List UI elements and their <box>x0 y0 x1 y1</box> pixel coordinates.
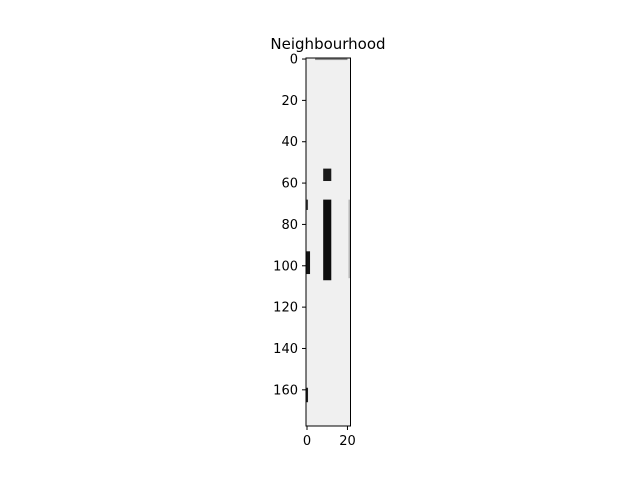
heatmap-image <box>306 58 351 426</box>
heatmap-region-6 <box>348 199 351 279</box>
x-tick-label: 0 <box>303 434 311 449</box>
heatmap-region-5 <box>306 387 309 403</box>
heatmap-region-3 <box>306 199 309 210</box>
y-tick-label: 40 <box>281 135 298 150</box>
y-tick-label: 140 <box>273 342 298 357</box>
y-tick-label: 120 <box>273 301 298 316</box>
y-axis: 0 20 40 60 80 100 120 140 160 <box>273 53 306 398</box>
heatmap-region-2 <box>323 199 332 281</box>
heatmap-region-1 <box>323 168 332 182</box>
axes-frame <box>305 57 351 427</box>
y-tick-label: 100 <box>273 259 298 274</box>
y-tick-label: 20 <box>281 94 298 109</box>
y-tick-label: 0 <box>290 53 298 68</box>
x-axis: 0 20 <box>303 426 356 449</box>
y-tick-label: 160 <box>273 383 298 398</box>
chart-title: Neighbourhood <box>270 35 385 53</box>
y-tick-label: 60 <box>281 177 298 192</box>
heatmap-region-4 <box>306 251 311 275</box>
x-tick-label: 20 <box>339 434 356 449</box>
heatmap-region-0 <box>315 58 348 61</box>
y-tick-label: 80 <box>281 218 298 233</box>
